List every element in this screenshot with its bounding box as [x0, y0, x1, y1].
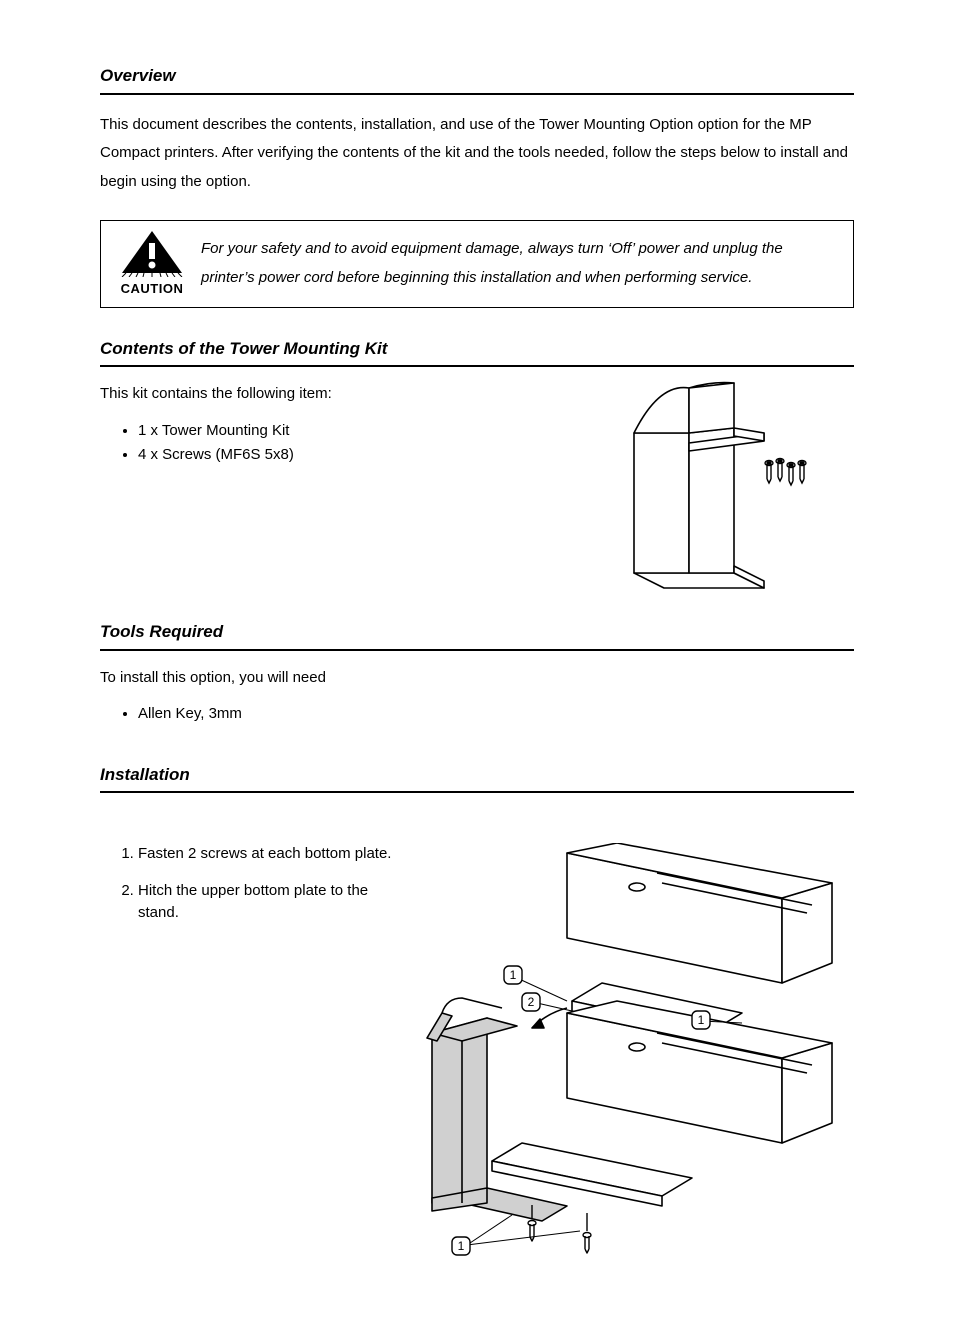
- overview-paragraph: This document describes the contents, in…: [100, 111, 854, 197]
- caution-icon-wrap: CAUTION: [109, 229, 195, 299]
- installation-row: Fasten 2 screws at each bottom plate. Hi…: [100, 843, 854, 1263]
- installation-step: Fasten 2 screws at each bottom plate.: [138, 843, 400, 866]
- contents-text-column: This kit contains the following item: 1 …: [100, 383, 570, 603]
- contents-figure: [594, 373, 854, 603]
- callout-label: 1: [510, 968, 517, 982]
- installation-figure: 1 2 1 1: [412, 843, 854, 1263]
- tools-item: Allen Key, 3mm: [138, 703, 854, 726]
- tools-intro: To install this option, you will need: [100, 667, 854, 690]
- installation-diagram-icon: 1 2 1 1: [412, 843, 852, 1263]
- contents-heading: Contents of the Tower Mounting Kit: [100, 336, 854, 368]
- installation-steps-column: Fasten 2 screws at each bottom plate. Hi…: [100, 843, 400, 1263]
- contents-row: This kit contains the following item: 1 …: [100, 383, 854, 603]
- tools-list: Allen Key, 3mm: [100, 703, 854, 726]
- callout-label: 1: [458, 1239, 465, 1253]
- tools-heading: Tools Required: [100, 619, 854, 651]
- tower-kit-icon: [594, 373, 824, 603]
- caution-text: For your safety and to avoid equipment d…: [195, 235, 839, 292]
- callout-label: 2: [528, 995, 535, 1009]
- callout-label: 1: [698, 1013, 705, 1027]
- warning-triangle-icon: [118, 229, 186, 277]
- installation-heading: Installation: [100, 762, 854, 794]
- contents-item: 1 x Tower Mounting Kit: [138, 420, 570, 443]
- caution-box: CAUTION For your safety and to avoid equ…: [100, 220, 854, 308]
- caution-label: CAUTION: [109, 279, 195, 299]
- contents-item: 4 x Screws (MF6S 5x8): [138, 444, 570, 467]
- overview-heading: Overview: [100, 63, 854, 95]
- installation-steps: Fasten 2 screws at each bottom plate. Hi…: [100, 843, 400, 925]
- contents-intro: This kit contains the following item:: [100, 383, 570, 406]
- contents-list: 1 x Tower Mounting Kit 4 x Screws (MF6S …: [100, 420, 570, 467]
- installation-step: Hitch the upper bottom plate to the stan…: [138, 880, 400, 925]
